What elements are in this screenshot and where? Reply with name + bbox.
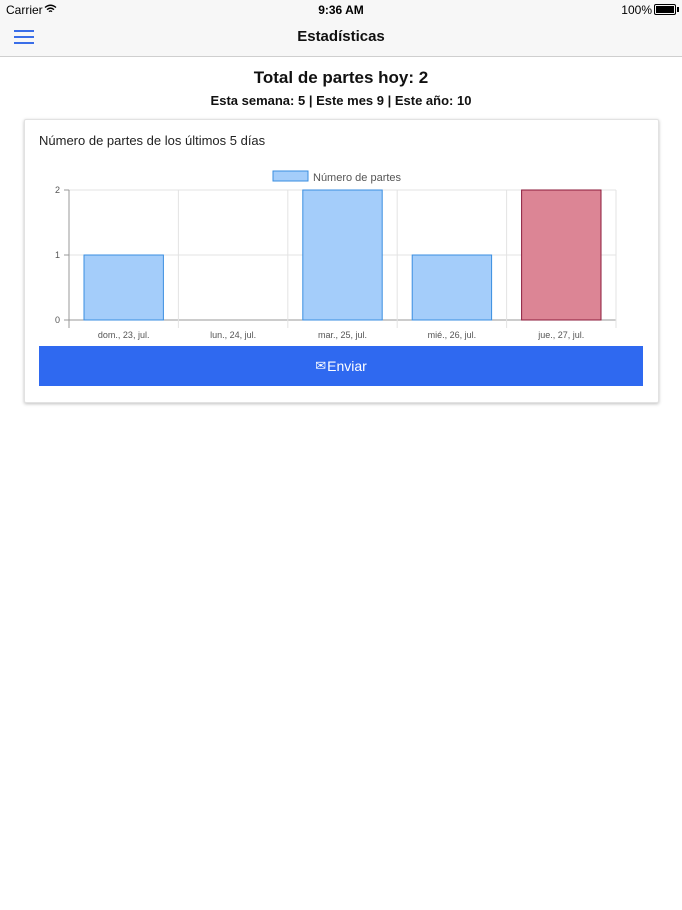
- y-tick-label: 2: [55, 185, 60, 195]
- bar: [302, 189, 383, 321]
- y-tick-label: 0: [55, 315, 60, 325]
- carrier-label: Carrier: [6, 3, 43, 17]
- status-bar: Carrier 9:36 AM 100%: [0, 0, 682, 18]
- battery-percent: 100%: [621, 3, 652, 17]
- mail-icon: ✉: [315, 358, 327, 373]
- bar: [83, 254, 164, 321]
- stats-card: Número de partes de los últimos 5 días N…: [24, 119, 659, 403]
- period-totals: Esta semana: 5 | Este mes 9 | Este año: …: [210, 93, 472, 108]
- card-title: Número de partes de los últimos 5 días: [39, 133, 266, 148]
- battery-icon: [654, 4, 679, 15]
- wifi-icon: [44, 3, 57, 17]
- clock: 9:36 AM: [318, 3, 364, 17]
- send-button-label: Enviar: [327, 358, 367, 374]
- x-tick-label: lun., 24, jul.: [210, 330, 256, 340]
- x-tick-label: mar., 25, jul.: [318, 330, 367, 340]
- page-title: Estadísticas: [297, 28, 385, 45]
- legend-label: Número de partes: [313, 172, 402, 184]
- x-tick-label: jue., 27, jul.: [537, 330, 584, 340]
- nav-bar: Estadísticas: [0, 18, 682, 57]
- bar-chart: Número de partes 0 1 2 dom., 23, jul. lun., 2…: [55, 170, 617, 340]
- legend-swatch: [272, 170, 309, 182]
- bar: [521, 189, 602, 321]
- menu-icon[interactable]: [14, 28, 36, 46]
- bar: [411, 254, 493, 321]
- y-tick-label: 1: [55, 250, 60, 260]
- x-tick-label: mié., 26, jul.: [428, 330, 477, 340]
- x-tick-label: dom., 23, jul.: [98, 330, 150, 340]
- send-button[interactable]: ✉ Enviar: [39, 346, 643, 386]
- today-total: Total de partes hoy: 2: [253, 68, 429, 87]
